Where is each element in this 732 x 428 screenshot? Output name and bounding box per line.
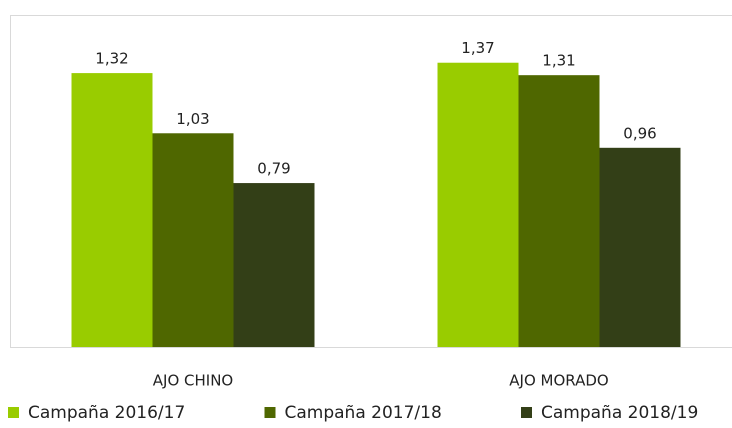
data-label: 1,03	[176, 110, 209, 128]
bar	[599, 147, 681, 347]
legend-swatch	[8, 407, 19, 418]
data-label: 1,37	[461, 39, 494, 57]
data-label: 0,96	[623, 124, 656, 142]
data-label: 1,31	[542, 52, 575, 70]
x-tick-label: AJO CHINO	[153, 372, 233, 390]
bar	[71, 73, 153, 347]
bar	[152, 133, 234, 347]
legend-swatch	[521, 407, 532, 418]
legend-label: Campaña 2018/19	[541, 403, 698, 423]
legend-label: Campaña 2017/18	[285, 403, 442, 423]
data-label: 1,32	[95, 50, 128, 68]
x-tick-label: AJO MORADO	[509, 372, 608, 390]
data-label: 0,79	[257, 160, 290, 178]
legend-label: Campaña 2016/17	[28, 403, 185, 423]
bar	[233, 183, 315, 347]
plot-frame	[10, 15, 732, 348]
bar	[437, 62, 519, 347]
bar	[518, 75, 600, 348]
legend-swatch	[264, 407, 276, 418]
